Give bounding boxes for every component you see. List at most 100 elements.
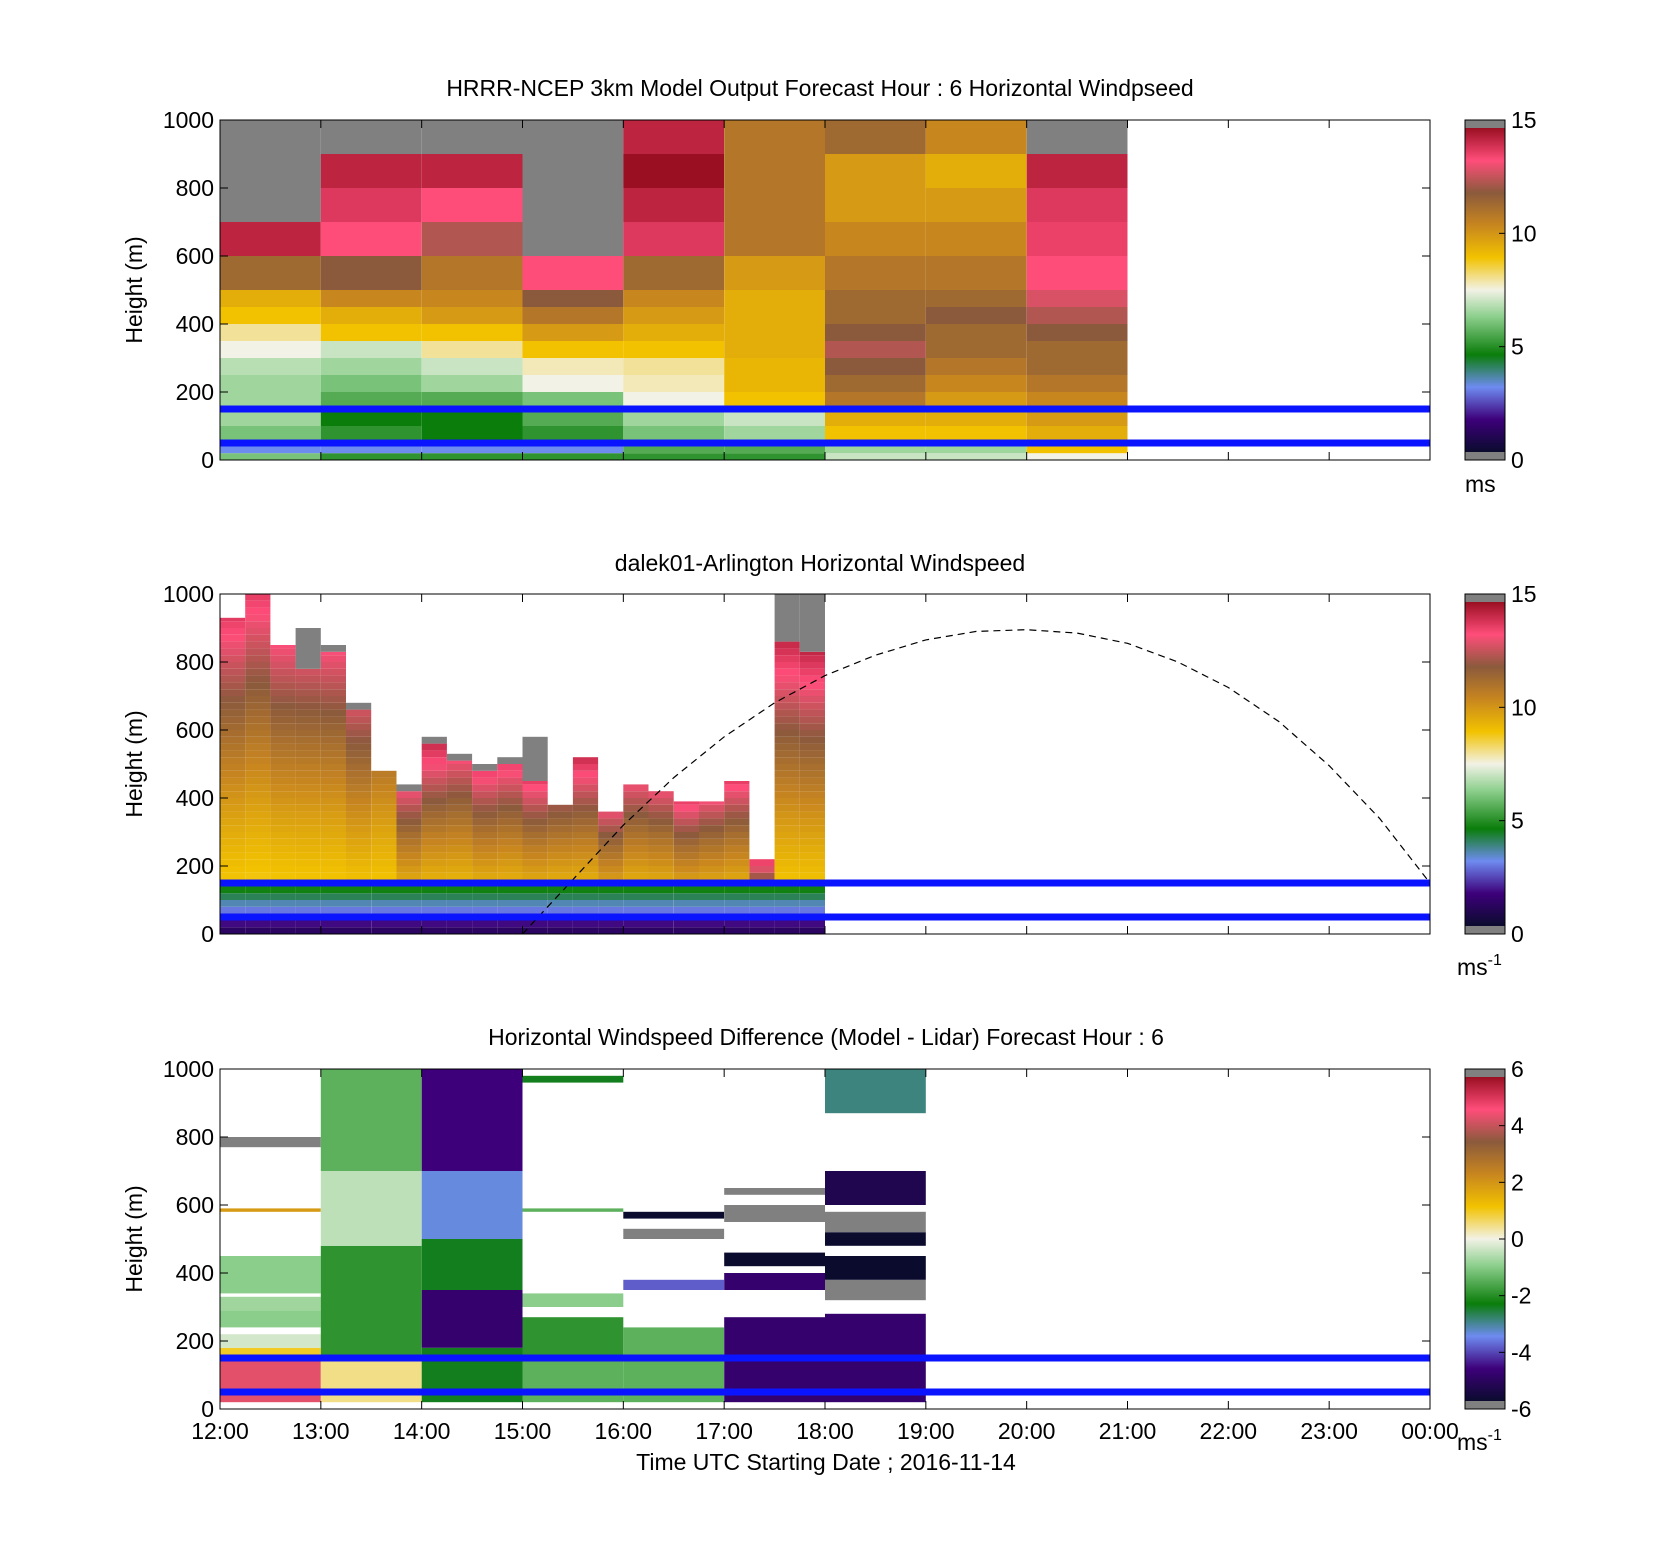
heatmap-cell [421, 358, 523, 375]
heatmap-cell [522, 927, 548, 934]
heatmap-cell [295, 668, 321, 676]
heatmap-cell [245, 682, 271, 690]
heatmap-cell [270, 900, 296, 907]
heatmap-cell [270, 764, 296, 771]
heatmap-cell [220, 675, 246, 683]
heatmap-cell [774, 818, 800, 826]
heatmap-cell [825, 1211, 926, 1233]
heatmap-cell [825, 392, 926, 409]
heatmap-cell [396, 784, 422, 792]
heatmap-cell [623, 392, 725, 409]
heatmap-cell [522, 307, 624, 324]
heatmap-cell [749, 872, 775, 880]
heatmap-cell [572, 906, 599, 914]
heatmap-cell [371, 811, 397, 819]
heatmap-cell [346, 804, 372, 812]
heatmap-cell [396, 832, 422, 839]
heatmap-cell [547, 920, 573, 928]
heatmap-cell [825, 1232, 926, 1246]
heatmap-cell [623, 1228, 725, 1239]
heatmap-cell [446, 760, 473, 764]
heatmap-cell [270, 804, 296, 812]
heatmap-cell [421, 375, 523, 392]
colorbar-tick-label: -2 [1511, 1283, 1531, 1309]
heatmap-cell [346, 702, 372, 710]
heatmap-cell [245, 736, 271, 744]
heatmap-cell [421, 784, 447, 792]
heatmap-cell [371, 777, 397, 785]
heatmap-cell [371, 818, 397, 826]
heatmap-cell [724, 832, 750, 839]
heatmap-cell [925, 222, 1027, 256]
heatmap-cell [1026, 290, 1128, 307]
heatmap-cell [421, 872, 447, 880]
heatmap-cell [774, 825, 800, 832]
heatmap-cell [749, 927, 775, 934]
heatmap-cell [724, 409, 825, 426]
heatmap-cell [774, 832, 800, 839]
heatmap-cell [572, 900, 599, 907]
heatmap-cell [446, 859, 473, 866]
heatmap-cell [371, 859, 397, 866]
heatmap-cell [371, 832, 397, 839]
heatmap-cell [825, 375, 926, 392]
heatmap-cell [673, 920, 699, 928]
heatmap-cell [371, 927, 397, 934]
heatmap-cell [346, 723, 372, 730]
heatmap-cell [346, 852, 372, 860]
heatmap-cell [572, 893, 599, 900]
heatmap-cell [799, 832, 825, 839]
heatmap-cell [547, 893, 573, 900]
heatmap-cell [446, 832, 473, 839]
heatmap-cell [623, 1279, 725, 1290]
heatmap-cell [446, 906, 473, 914]
heatmap-cell [774, 927, 800, 934]
heatmap-cell [270, 845, 296, 853]
heatmap-cell [421, 818, 447, 826]
heatmap-cell [623, 375, 725, 392]
heatmap-cell [799, 791, 825, 798]
heatmap-cell [295, 777, 321, 785]
heatmap-cell [522, 872, 548, 880]
heatmap-cell [320, 736, 346, 744]
heatmap-cell [1026, 256, 1128, 290]
heatmap-cell [547, 872, 573, 880]
heatmap-cell [371, 791, 397, 798]
heatmap-cell [522, 804, 548, 812]
heatmap-cell [724, 290, 825, 324]
heatmap-cell [320, 709, 346, 717]
heatmap-cell [547, 818, 573, 826]
heatmap-cell [925, 154, 1027, 188]
heatmap-cell [472, 811, 498, 819]
heatmap-cell [497, 798, 523, 805]
heatmap-cell [270, 723, 296, 730]
heatmap-cell [673, 838, 699, 846]
heatmap-cell [522, 798, 548, 805]
colorbar-tick-label: 6 [1511, 1056, 1524, 1082]
heatmap-cell [396, 798, 422, 805]
heatmap-cell [799, 770, 825, 778]
heatmap-cell [320, 689, 346, 696]
heatmap-cell [699, 859, 725, 866]
heatmap-cell [699, 811, 725, 819]
heatmap-cell [648, 811, 674, 819]
heatmap-cell [245, 702, 271, 710]
heatmap-cell [825, 1171, 926, 1205]
heatmap-cell [220, 757, 246, 764]
heatmap-cell [623, 784, 649, 792]
heatmap-cell [320, 859, 346, 866]
heatmap-cell [220, 900, 246, 907]
heatmap-cell [270, 689, 296, 696]
colorbar-gradient [1465, 1077, 1505, 1401]
heatmap-cell [270, 645, 296, 649]
heatmap-cell [699, 804, 725, 812]
colorbar-over-cap [1465, 594, 1505, 602]
heatmap-cell [320, 1069, 422, 1171]
heatmap-cell [699, 886, 725, 894]
heatmap-cell [724, 825, 750, 832]
heatmap-cell [799, 730, 825, 737]
heatmap-cell [623, 818, 649, 826]
heatmap-cell [421, 791, 447, 798]
heatmap-cell [497, 838, 523, 846]
heatmap-cell [220, 409, 321, 426]
